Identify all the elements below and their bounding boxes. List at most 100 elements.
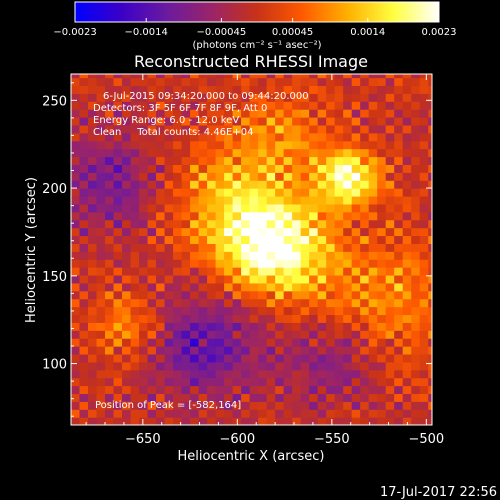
heatmap-cell	[275, 330, 285, 339]
heatmap-cell	[190, 314, 200, 323]
heatmap-cell	[300, 306, 310, 316]
heatmap-cell	[343, 361, 353, 371]
heatmap-cell	[428, 306, 432, 316]
heatmap-cell	[385, 219, 395, 229]
heatmap-cell	[377, 274, 387, 284]
heatmap-cell	[173, 85, 183, 94]
heatmap-cell	[190, 172, 200, 181]
heatmap-cell	[105, 377, 115, 387]
heatmap-cell	[266, 267, 276, 276]
heatmap-cell	[139, 180, 149, 189]
heatmap-cell	[173, 235, 183, 244]
heatmap-cell	[394, 298, 404, 308]
heatmap-cell	[105, 124, 115, 134]
heatmap-cell	[275, 116, 285, 126]
heatmap-cell	[419, 346, 429, 355]
heatmap-cell	[300, 188, 310, 197]
heatmap-cell	[402, 322, 412, 331]
heatmap-cell	[334, 188, 344, 197]
heatmap-cell	[300, 132, 310, 142]
heatmap-cell	[164, 132, 174, 142]
heatmap-cell	[173, 156, 183, 165]
heatmap-cell	[343, 172, 353, 181]
heatmap-cell	[198, 156, 208, 165]
heatmap-cell	[207, 74, 217, 79]
heatmap-cell	[351, 401, 361, 410]
heatmap-cell	[181, 409, 191, 418]
heatmap-cell	[368, 93, 378, 102]
heatmap-cell	[156, 211, 166, 221]
heatmap-cell	[419, 172, 429, 181]
heatmap-cell	[351, 235, 361, 244]
heatmap-cell	[147, 377, 157, 387]
heatmap-cell	[139, 353, 149, 363]
heatmap-cell	[411, 74, 421, 79]
heatmap-cell	[113, 322, 123, 331]
heatmap-cell	[377, 298, 387, 308]
heatmap-cell	[377, 85, 387, 94]
heatmap-cell	[181, 393, 191, 402]
heatmap-cell	[96, 377, 106, 387]
heatmap-cell	[309, 409, 319, 418]
heatmap-cell	[130, 164, 140, 173]
heatmap-cell	[326, 306, 336, 316]
heatmap-cell	[334, 235, 344, 244]
heatmap-cell	[79, 322, 89, 331]
heatmap-cell	[122, 219, 132, 229]
heatmap-cell	[266, 377, 276, 387]
heatmap-cell	[326, 274, 336, 284]
heatmap-cell	[156, 314, 166, 323]
heatmap-cell	[385, 401, 395, 410]
heatmap-cell	[207, 409, 217, 418]
heatmap-cell	[232, 219, 242, 229]
heatmap-cell	[113, 290, 123, 300]
heatmap-cell	[385, 369, 395, 379]
heatmap-cell	[402, 219, 412, 229]
heatmap-cell	[156, 116, 166, 126]
heatmap-cell	[411, 267, 421, 276]
heatmap-cell	[181, 235, 191, 244]
heatmap-cell	[275, 195, 285, 205]
heatmap-cell	[351, 85, 361, 94]
heatmap-cell	[79, 132, 89, 142]
heatmap-cell	[215, 385, 225, 395]
heatmap-cell	[232, 314, 242, 323]
heatmap-cell	[411, 274, 421, 284]
heatmap-cell	[88, 267, 98, 276]
heatmap-cell	[275, 361, 285, 371]
heatmap-cell	[215, 282, 225, 292]
heatmap-cell	[351, 267, 361, 276]
heatmap-cell	[411, 290, 421, 300]
heatmap-cell	[334, 393, 344, 402]
heatmap-cell	[164, 393, 174, 402]
heatmap-cell	[156, 227, 166, 237]
heatmap-cell	[283, 164, 293, 173]
heatmap-cell	[130, 298, 140, 308]
heatmap-cell	[88, 172, 98, 181]
heatmap-cell	[249, 377, 259, 387]
heatmap-cell	[385, 330, 395, 339]
heatmap-cell	[164, 74, 174, 79]
heatmap-cell	[215, 314, 225, 323]
heatmap-cell	[368, 330, 378, 339]
heatmap-cell	[309, 77, 319, 87]
heatmap-cell	[360, 361, 370, 371]
heatmap-cell	[419, 195, 429, 205]
heatmap-cell	[283, 330, 293, 339]
heatmap-cell	[351, 109, 361, 118]
heatmap-cell	[300, 409, 310, 418]
heatmap-cell	[139, 306, 149, 316]
heatmap-cell	[130, 148, 140, 158]
heatmap-cell	[283, 346, 293, 355]
heatmap-cell	[190, 259, 200, 268]
heatmap-cell	[207, 219, 217, 229]
heatmap-cell	[79, 203, 89, 213]
heatmap-cell	[156, 164, 166, 173]
heatmap-cell	[377, 235, 387, 244]
heatmap-cell	[283, 156, 293, 165]
heatmap-cell	[394, 227, 404, 237]
heatmap-cell	[79, 401, 89, 410]
heatmap-cell	[122, 156, 132, 165]
heatmap-cell	[190, 211, 200, 221]
heatmap-cell	[292, 85, 302, 94]
